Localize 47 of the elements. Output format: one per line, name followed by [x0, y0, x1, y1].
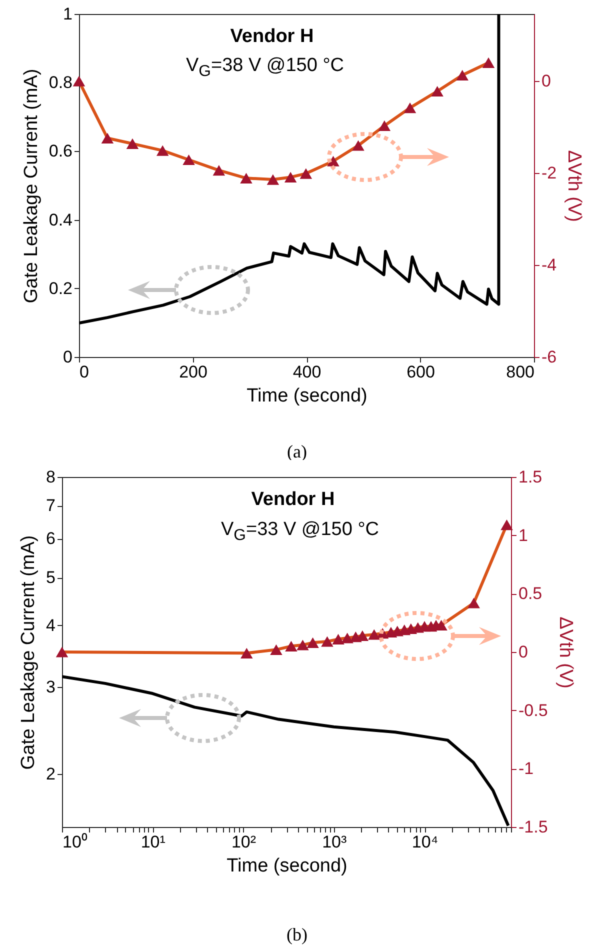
y-tick-label: 5 [46, 568, 56, 588]
y-tick-label: 6 [46, 529, 56, 548]
y2-tick-label: -6 [542, 348, 557, 366]
x-axis-title: Time (second) [226, 856, 348, 876]
y2-axis-title: ΔVth (V) [564, 150, 585, 222]
text: (a) [287, 442, 307, 462]
annotation: Vendor H [230, 26, 314, 48]
y-tick-label: 3 [46, 677, 56, 696]
text: (b) [286, 924, 308, 946]
x-tick-label: 200 [179, 362, 208, 382]
y2-tick-label: 0 [518, 642, 528, 662]
annotation: Vendor H [251, 489, 335, 511]
x-tick-label: 600 [406, 362, 435, 382]
y2-tick-label: -2 [542, 164, 557, 183]
y2-axis-title: ΔVth (V) [554, 616, 576, 688]
x-tick-label: 10² [231, 832, 256, 852]
x-tick-label: 0 [80, 362, 89, 382]
y-axis-title: Gate Leakage Current (mA) [18, 535, 40, 770]
y-tick-label: 2 [46, 764, 56, 784]
y2-tick-label: -0.5 [518, 700, 548, 720]
y2-tick-label: -1.5 [518, 818, 548, 836]
x-tick-label: 800 [506, 362, 534, 382]
y2-tick-label: 1.5 [518, 468, 542, 486]
y-tick-label: 4 [46, 616, 56, 635]
x-tick-label: 400 [292, 362, 322, 382]
x-axis-title: Time (second) [246, 386, 368, 406]
y-axis-title: Gate Leakage Current (mA) [20, 68, 42, 304]
y2-tick-label: 1 [518, 526, 528, 545]
y-tick-label: 0 [63, 348, 72, 366]
y-tick-label: 8 [46, 468, 56, 486]
y2-tick-label: 0.5 [518, 584, 542, 604]
x-tick-label: 10³ [322, 832, 348, 852]
y2-tick-label: -4 [542, 256, 557, 275]
line-series [79, 14, 500, 325]
x-tick-label: 10¹ [140, 832, 166, 852]
y-tick-label: 0.4 [48, 210, 72, 230]
y-tick-label: 1 [63, 4, 72, 24]
y2-tick-label: 0 [542, 72, 551, 91]
y-tick-label: 7 [46, 496, 56, 516]
y2-tick-label: -1 [518, 759, 534, 778]
annotation: V$_{G}$=38 V @150 °C [186, 55, 344, 81]
x-tick-label: 10⁰ [62, 832, 88, 852]
y-tick-label: 0.2 [48, 278, 72, 298]
y-tick-label: 0.8 [48, 73, 72, 92]
annotation: V$_{G}$=33 V @150 °C [220, 519, 380, 545]
y-tick-label: 0.6 [48, 142, 72, 161]
x-tick-label: 10⁴ [412, 832, 438, 852]
